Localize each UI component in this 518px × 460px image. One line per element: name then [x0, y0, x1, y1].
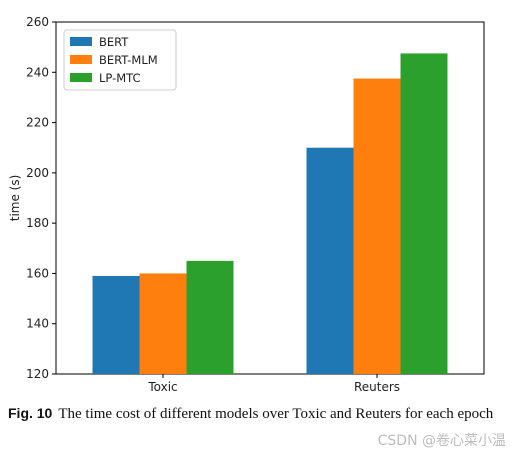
- legend-label: BERT-MLM: [99, 53, 158, 67]
- y-tick-label: 220: [26, 116, 49, 130]
- legend-swatch: [70, 55, 92, 64]
- y-tick-label: 260: [26, 15, 49, 29]
- legend: BERT BERT-MLM LP-MTC: [63, 29, 177, 91]
- figure-caption: Fig. 10 The time cost of different models…: [8, 404, 508, 424]
- legend-swatch: [70, 73, 92, 82]
- y-axis-label: time (s): [8, 175, 22, 222]
- bar-bert-toxic: [92, 275, 140, 374]
- y-tick-label: 180: [26, 216, 49, 230]
- watermark: CSDN @卷心菜小温: [377, 433, 506, 449]
- x-tick-label: Reuters: [354, 380, 400, 394]
- caption-label: Fig. 10: [8, 405, 53, 421]
- y-axis: 120 140 160 180 200 220 240 260: [26, 15, 56, 381]
- y-tick-label: 160: [26, 266, 49, 280]
- x-axis: Toxic Reuters: [147, 374, 400, 394]
- bar-lp-mtc-toxic: [186, 260, 234, 374]
- legend-label: LP-MTC: [99, 71, 141, 85]
- bar-bert-mlm-reuters: [353, 78, 401, 375]
- y-tick-label: 200: [26, 166, 49, 180]
- y-tick-label: 140: [26, 317, 49, 331]
- bar-lp-mtc-reuters: [400, 53, 448, 375]
- caption-text: The time cost of different models over T…: [58, 406, 494, 422]
- y-tick-label: 120: [26, 367, 49, 381]
- bar-bert-reuters: [306, 147, 354, 374]
- plot-frame: [55, 21, 485, 375]
- legend-label: BERT: [99, 35, 129, 49]
- plot-area: [55, 21, 485, 375]
- x-tick-label: Toxic: [147, 380, 177, 394]
- bars: [92, 53, 448, 375]
- legend-swatch: [70, 37, 92, 46]
- y-tick-label: 240: [26, 65, 49, 79]
- bar-bert-mlm-toxic: [139, 273, 187, 374]
